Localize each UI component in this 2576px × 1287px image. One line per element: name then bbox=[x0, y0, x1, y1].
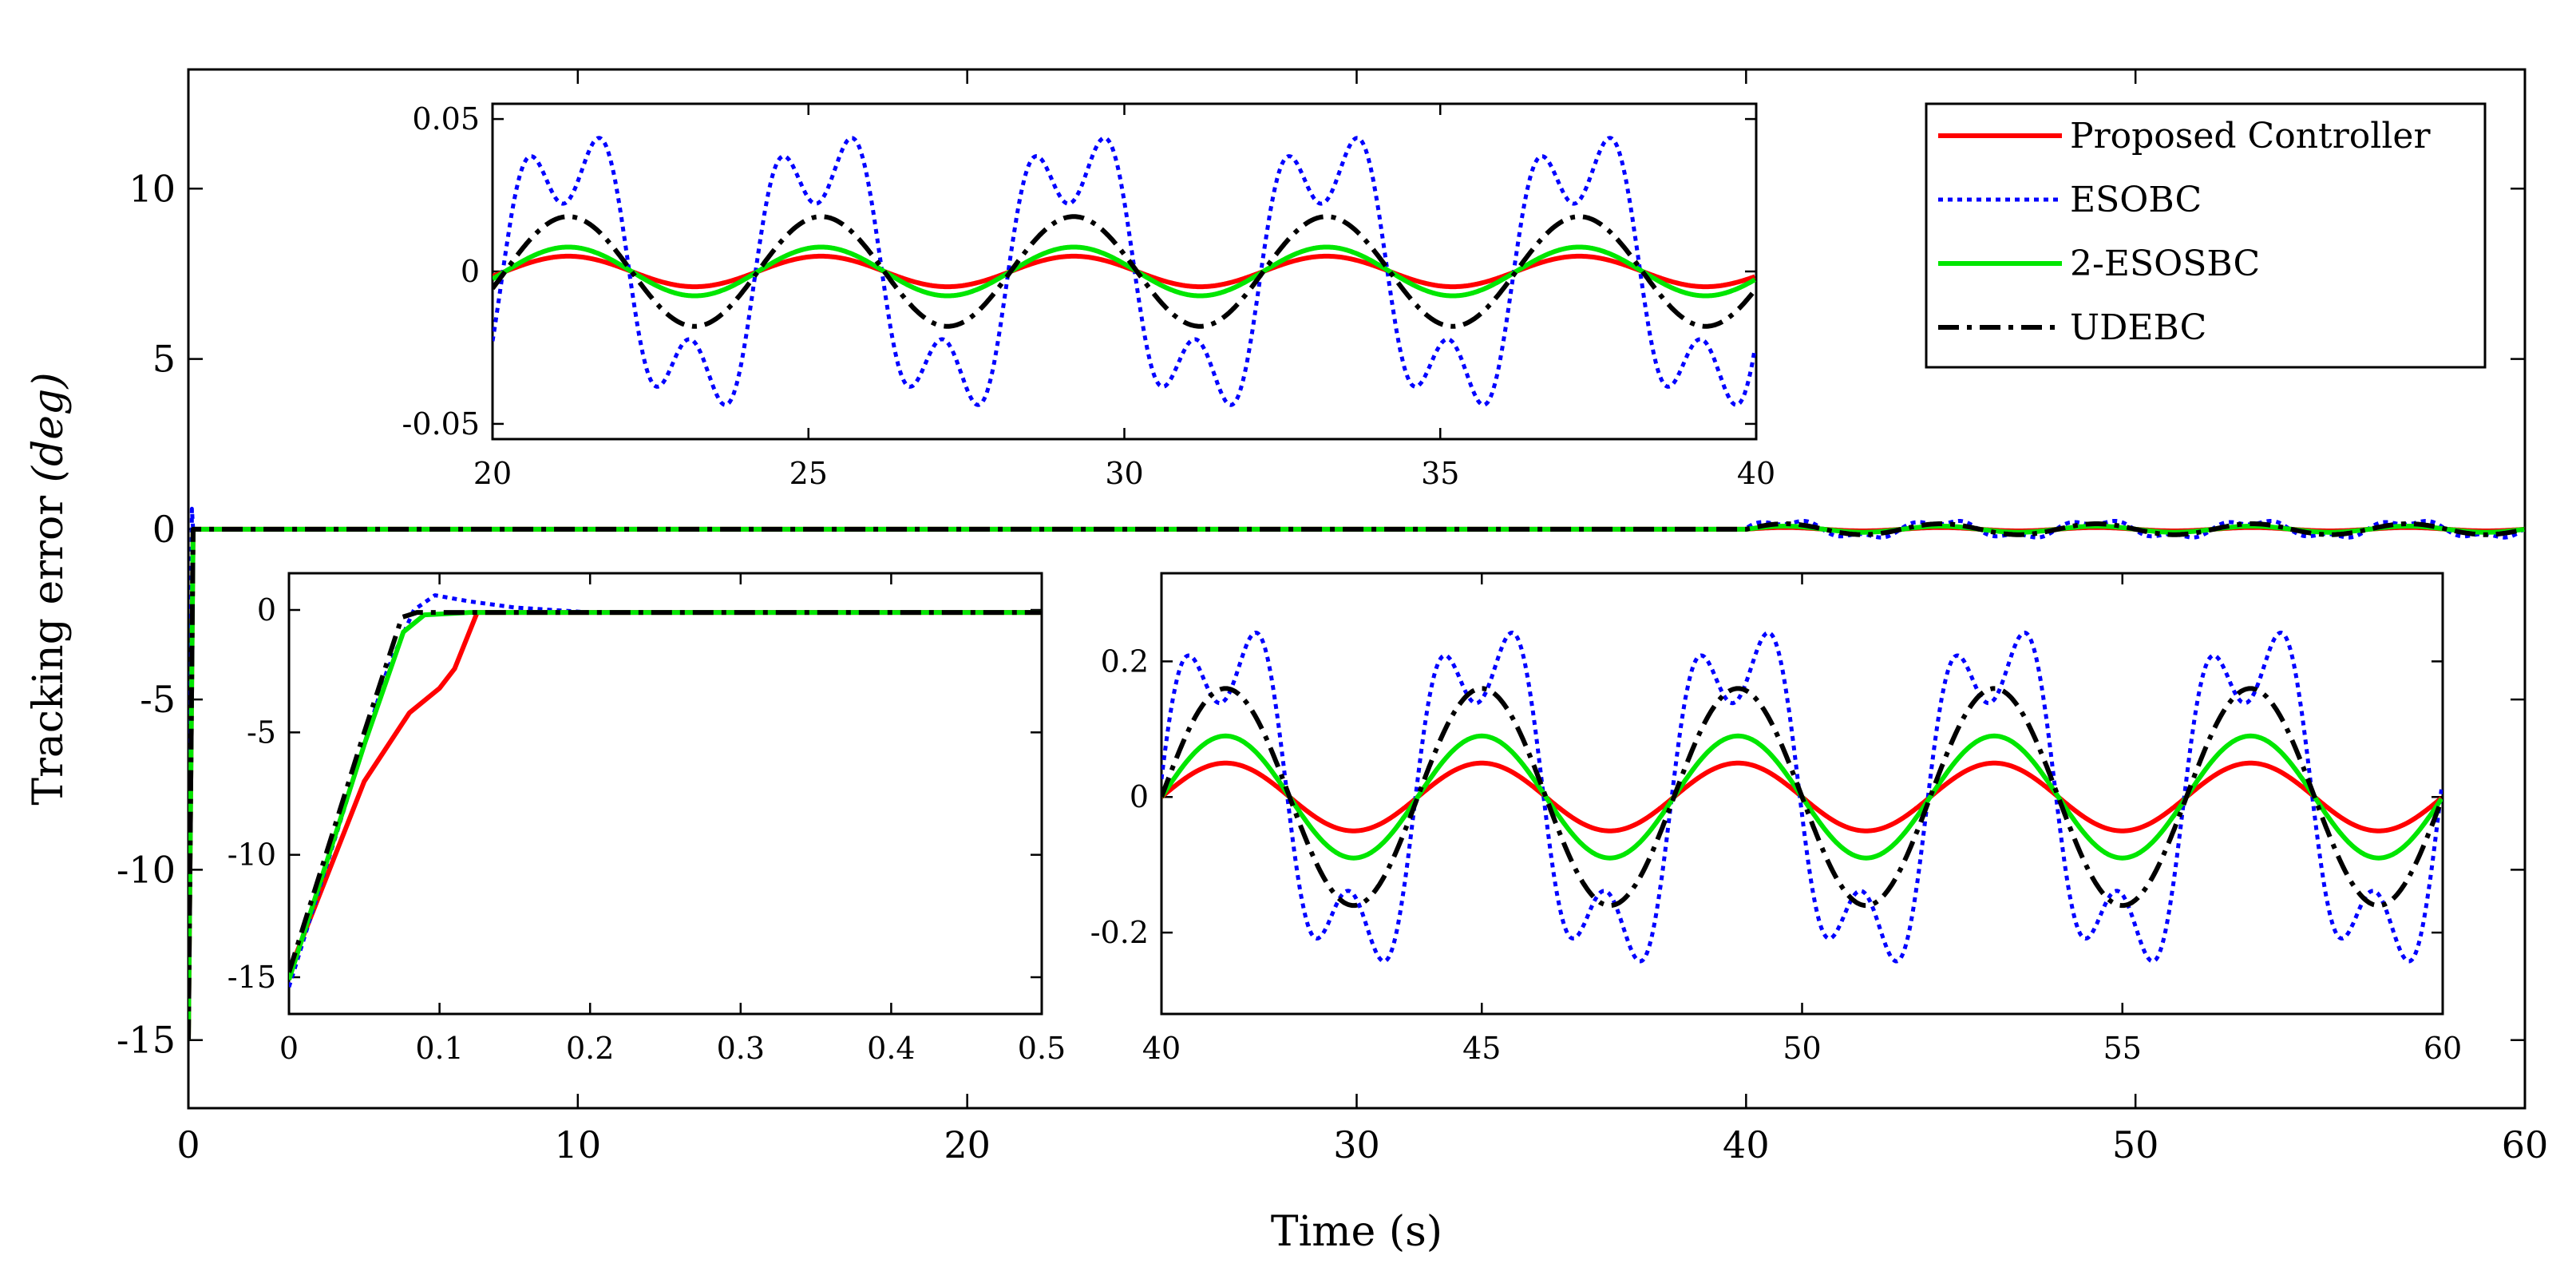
inset_left-xtick-label: 0.5 bbox=[1018, 1031, 1066, 1066]
inset_right-series-udebc bbox=[1161, 686, 2443, 909]
inset_top-xtick-label: 30 bbox=[1105, 456, 1143, 491]
legend-label-esobc: ESOBC bbox=[2070, 180, 2202, 220]
legend-label-proposed-controller: Proposed Controller bbox=[2070, 116, 2431, 156]
inset_left-xtick-label: 0.1 bbox=[415, 1031, 463, 1066]
legend-label-2-esosbc: 2-ESOSBC bbox=[2070, 244, 2260, 284]
inset_left-series-2-esosbc bbox=[289, 610, 1042, 981]
inset_left-xtick-label: 0 bbox=[279, 1031, 299, 1066]
legend: Proposed Controller ESOBC 2-ESOSBC UDEBC bbox=[1925, 102, 2487, 369]
main-ytick-label: 5 bbox=[152, 338, 176, 381]
main-xtick-label: 50 bbox=[2112, 1123, 2159, 1166]
inset_top-series-udebc bbox=[493, 214, 1756, 329]
main-xtick-label: 10 bbox=[555, 1123, 602, 1166]
inset_left-lines bbox=[289, 593, 1042, 988]
inset_top-series-2-esosbc bbox=[493, 244, 1756, 299]
inset_right-xtick-label: 60 bbox=[2424, 1031, 2462, 1066]
inset_left-ytick-label: -5 bbox=[247, 715, 276, 750]
main-lines bbox=[188, 506, 2525, 1040]
inset_left-xtick-label: 0.3 bbox=[717, 1031, 765, 1066]
inset_right-xtick-label: 50 bbox=[1783, 1031, 1821, 1066]
y-axis-title-main: Tracking error bbox=[25, 482, 73, 805]
y-axis-title-unit: (deg) bbox=[25, 372, 73, 482]
inset_right-lines bbox=[1161, 630, 2443, 964]
inset_top-ytick-label: 0 bbox=[461, 254, 480, 289]
main-ytick-label: -15 bbox=[117, 1019, 176, 1062]
inset_top-frame bbox=[491, 102, 1758, 441]
inset_top-ytick-label: -0.05 bbox=[402, 406, 480, 442]
inset_left-xtick-label: 0.4 bbox=[867, 1031, 915, 1066]
inset_left-frame bbox=[287, 572, 1043, 1016]
main-xtick-label: 60 bbox=[2502, 1123, 2549, 1166]
inset_top-xtick-label: 35 bbox=[1421, 456, 1459, 491]
inset_left-axes: 0 0.1 0.2 0.3 0.4 0.5 -15 -10 -5 0 bbox=[228, 572, 1066, 1066]
main-xtick-label: 40 bbox=[1723, 1123, 1770, 1166]
inset_top-axes: 20 25 30 35 40 -0.05 0 0.05 bbox=[402, 101, 1776, 491]
main-ytick-label: -10 bbox=[117, 848, 176, 891]
inset_left-ytick-label: -10 bbox=[228, 838, 276, 873]
inset_left-ytick-label: -15 bbox=[228, 960, 276, 995]
inset_right-axes: 40 45 50 55 60 -0.2 0 0.2 bbox=[1090, 572, 2462, 1066]
inset_right-xtick-label: 45 bbox=[1462, 1031, 1501, 1066]
inset_right-ytick-label: 0 bbox=[1130, 779, 1149, 814]
inset_top-series-proposed-controller bbox=[493, 253, 1756, 290]
main-ytick-label: 0 bbox=[152, 508, 176, 551]
inset_top-xtick-label: 40 bbox=[1737, 456, 1775, 491]
inset_right-series-esobc bbox=[1161, 630, 2443, 964]
x-axis-title: Time (s) bbox=[1271, 1208, 1442, 1256]
inset_top-series-esobc bbox=[493, 136, 1756, 407]
inset_right-xtick-label: 55 bbox=[2103, 1031, 2142, 1066]
main-ytick-label: 10 bbox=[129, 167, 176, 210]
inset_left-xtick-label: 0.2 bbox=[566, 1031, 614, 1066]
main-xtick-label: 30 bbox=[1333, 1123, 1380, 1166]
y-axis-title: Tracking error (deg) bbox=[25, 372, 73, 805]
inset_top-lines bbox=[493, 136, 1756, 407]
main-ytick-label: -5 bbox=[140, 678, 176, 721]
inset_left-ytick-label: 0 bbox=[257, 592, 276, 628]
inset_top-xtick-label: 20 bbox=[473, 456, 512, 491]
inset_top-xtick-label: 25 bbox=[789, 456, 828, 491]
legend-label-udebc: UDEBC bbox=[2070, 307, 2206, 348]
legend-box bbox=[1925, 102, 2487, 369]
inset_right-ytick-label: -0.2 bbox=[1090, 915, 1149, 950]
inset_right-xtick-label: 40 bbox=[1142, 1031, 1181, 1066]
inset_left-series-udebc bbox=[289, 610, 1042, 973]
inset_top-ytick-label: 0.05 bbox=[412, 101, 480, 137]
inset_right-ytick-label: 0.2 bbox=[1101, 644, 1149, 679]
main-xtick-label: 0 bbox=[176, 1123, 200, 1166]
main-xtick-label: 20 bbox=[944, 1123, 991, 1166]
main-series-udebc bbox=[188, 521, 2525, 1040]
